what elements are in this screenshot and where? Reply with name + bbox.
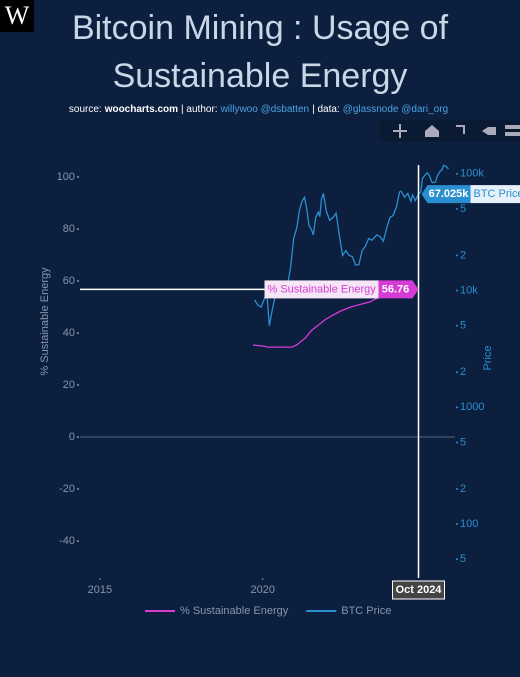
y-tick-mark: [77, 332, 79, 335]
y-tick-mark: [77, 227, 79, 230]
y2-tick-label: 2: [460, 249, 466, 261]
y2-tick-mark: [456, 487, 458, 490]
y2-tick-label: 1000: [460, 401, 484, 413]
y2-tick-mark: [456, 523, 458, 526]
y2-tick-label: 2: [460, 366, 466, 378]
source-part: source:: [68, 104, 102, 115]
y2-tick-mark: [456, 371, 458, 374]
hover-name-box: [470, 185, 520, 204]
legend-label: % Sustainable Energy: [180, 605, 289, 617]
y-tick-mark: [77, 540, 79, 543]
y-tick-label: 60: [63, 275, 75, 287]
source-part: willywoo @dsbatten: [220, 104, 310, 115]
x-tick-label: 2015: [88, 584, 112, 596]
y2-tick-mark: [456, 406, 458, 409]
y2-tick-label: 2: [460, 483, 466, 495]
x-tick-label: 2020: [251, 584, 275, 596]
y-tick-label: 80: [63, 223, 75, 235]
y2-tick-label: 10k: [460, 284, 478, 296]
y2-tick-label: 5: [460, 553, 466, 565]
hover-name-box: [264, 280, 379, 299]
y2-tick-label: 5: [460, 203, 466, 215]
y2-tick-label: 100: [460, 518, 478, 530]
y-tick-mark: [77, 175, 79, 178]
y-tick-label: 100: [57, 171, 75, 183]
y2-tick-mark: [456, 254, 458, 257]
hover-value: 67.025k: [429, 188, 470, 200]
y-axis-title: % Sustainable Energy: [39, 267, 51, 376]
y-tick-label: -20: [59, 483, 75, 495]
hover-value: 56.76: [382, 283, 410, 295]
y-tick-mark: [77, 488, 79, 491]
y-tick-label: -40: [59, 535, 75, 547]
source-line: source: woocharts.com | author: willywoo @d…: [0, 104, 520, 115]
y2-tick-mark: [456, 289, 458, 292]
y2-axis-title: Price: [482, 345, 494, 370]
y2-tick-label: 100k: [460, 168, 484, 180]
hover-value-box: [421, 185, 471, 204]
y-tick-mark: [77, 436, 79, 439]
logo: W: [0, 0, 34, 32]
y-tick-label: 20: [63, 379, 75, 391]
y2-tick-mark: [456, 441, 458, 444]
y2-tick-mark: [456, 558, 458, 561]
y-tick-mark: [77, 279, 79, 282]
source-part: | data:: [312, 104, 340, 115]
y2-tick-mark: [456, 324, 458, 327]
legend-label: BTC Price: [341, 605, 391, 617]
source-part: | author:: [181, 104, 218, 115]
source-part: @glassnode @dari_org: [342, 104, 449, 115]
source-part: woocharts.com: [104, 104, 179, 115]
hover-name: BTC Price: [474, 188, 520, 200]
y2-tick-label: 5: [460, 436, 466, 448]
hover-name: % Sustainable Energy: [268, 283, 377, 295]
hover-x-label: Oct 2024: [396, 584, 443, 596]
hover-x-box: [392, 580, 446, 600]
chart-title: Bitcoin Mining : Usage of Sustainable En…: [71, 9, 449, 95]
y-tick-label: 40: [63, 327, 75, 339]
hover-value-box: [378, 280, 419, 299]
y2-tick-mark: [456, 207, 458, 210]
series-line: [254, 164, 449, 326]
toolbar: [380, 120, 520, 142]
y2-tick-label: 5: [460, 320, 466, 332]
y2-tick-mark: [456, 172, 458, 175]
y-tick-mark: [77, 384, 79, 387]
y-tick-label: 0: [69, 431, 75, 443]
